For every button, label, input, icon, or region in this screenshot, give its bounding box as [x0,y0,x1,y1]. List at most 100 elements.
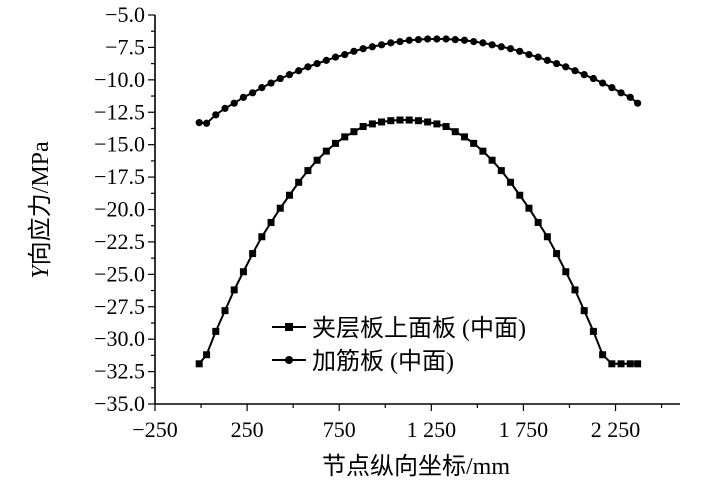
data-point-square [580,307,588,315]
data-point-circle [368,43,376,51]
data-point-circle [433,35,441,43]
data-point-square [368,120,376,128]
data-point-square [571,286,579,294]
data-point-square [634,360,642,368]
data-point-circle [424,35,432,43]
y-tick-label: −22.5 [94,229,145,254]
data-point-square [267,218,275,226]
data-point-circle [359,45,367,53]
data-point-square [497,167,505,175]
data-point-circle [571,67,579,75]
data-point-circle [488,41,496,49]
data-point-square [442,123,450,131]
data-point-circle [626,93,634,101]
data-point-square [470,139,478,147]
data-point-square [313,156,321,164]
data-point-square [203,351,211,359]
data-point-square [525,204,533,212]
y-tick-label: −7.5 [105,34,145,59]
data-point-square [599,351,607,359]
data-point-circle [212,111,220,119]
y-tick-label: −20.0 [94,197,145,222]
data-point-circle [396,37,404,46]
data-point-circle [543,56,551,64]
y-tick-label: −32.5 [94,359,145,384]
legend: 夹层板上面板 (中面) 加筋板 (中面) [272,315,526,375]
data-point-circle [202,119,211,127]
data-point-circle [322,56,330,64]
data-point-square [378,118,386,126]
data-point-circle [580,71,588,79]
data-point-circle [331,53,340,61]
y-axis-title-rest: 向应力/MPa [27,141,54,265]
data-point-circle [377,41,386,49]
data-point-circle [479,39,487,47]
data-point-square [414,117,422,125]
data-point-square [350,128,358,136]
data-point-circle [451,36,459,44]
data-point-square [516,191,524,199]
data-point-square [322,147,330,155]
legend-item-stiffened-plate: 加筋板 (中面) [272,348,454,375]
data-point-circle [497,43,505,51]
legend-square-marker-icon [285,323,293,331]
data-point-square [617,360,625,368]
data-point-square [258,233,266,241]
data-point-square [626,360,634,368]
data-point-square [195,360,203,368]
data-point-square [249,250,257,258]
data-point-circle [460,36,469,44]
data-point-circle [387,39,395,47]
data-point-square [507,178,515,186]
y-tick-label: −12.5 [94,99,145,124]
data-point-circle [470,37,478,46]
data-point-square [221,307,229,315]
legend-label-stiffened-plate: 加筋板 (中面) [312,348,454,375]
data-point-circle [516,47,524,55]
data-point-circle [258,84,266,92]
data-point-circle [405,36,413,44]
data-point-circle [350,47,358,55]
data-point-circle [295,67,303,75]
data-point-circle [239,93,248,101]
data-point-circle [230,99,238,107]
data-point-square [341,133,349,141]
legend-label-sandwich-top-panel: 夹层板上面板 (中面) [312,315,526,342]
data-point-square [304,167,312,175]
x-axis-ticks: −250 250 750 1 250 1 750 2 250 [132,404,663,442]
y-axis-title-italic: Y [28,263,54,279]
data-point-circle [562,63,570,71]
data-point-square [589,327,597,335]
y-tick-label: −17.5 [94,164,145,189]
data-point-square [405,116,413,124]
data-point-square [433,120,441,128]
y-tick-label: −15.0 [94,132,145,157]
data-point-circle [285,71,294,79]
data-point-circle [534,53,542,61]
data-point-square [460,133,468,141]
data-point-circle [276,74,284,83]
x-tick-label: 1 750 [499,417,549,442]
y-tick-label: −25.0 [94,261,145,286]
x-tick-label: −250 [132,417,177,442]
data-point-circle [221,104,229,112]
data-point-square [424,118,432,126]
legend-item-sandwich-top-panel: 夹层板上面板 (中面) [272,315,526,342]
x-axis-title: 节点纵向坐标/mm [322,453,510,480]
x-tick-label: 750 [323,417,356,442]
data-point-circle [589,74,598,83]
data-point-square [295,178,303,186]
data-point-circle [506,45,515,53]
legend-circle-marker-icon [285,356,293,364]
data-point-circle [552,60,561,68]
data-point-circle [267,79,275,87]
data-point-square [359,123,367,131]
data-point-square [543,233,551,241]
data-point-square [488,156,496,164]
data-point-square [608,360,616,368]
y-axis-ticks: −5.0 −7.5 −10.0 −12.5 −15.0 −17.5 −20.0 −22.5 −2… [94,2,155,416]
y-tick-label: −10.0 [94,67,145,92]
series-layer [195,35,642,368]
series-line-stiffened-plate [199,37,639,125]
